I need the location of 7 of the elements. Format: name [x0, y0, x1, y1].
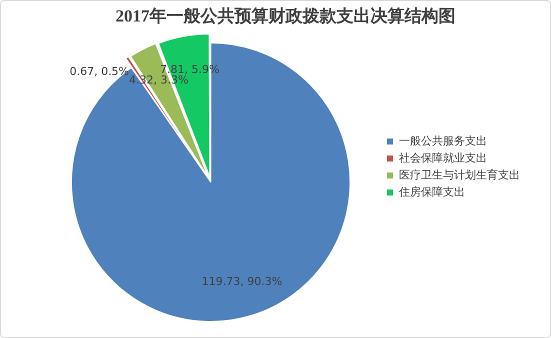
legend-label: 住房保障支出	[399, 185, 465, 198]
chart-title: 2017年一般公共预算财政拨款支出决算结构图	[116, 6, 456, 26]
legend-label: 医疗卫生与计划生育支出	[399, 168, 520, 182]
legend-label: 一般公共服务支出	[399, 134, 487, 148]
data-label: 119.73, 90.3%	[202, 274, 282, 288]
data-label: 0.67, 0.5%	[70, 65, 130, 78]
legend-label: 社会保障就业支出	[399, 151, 487, 164]
